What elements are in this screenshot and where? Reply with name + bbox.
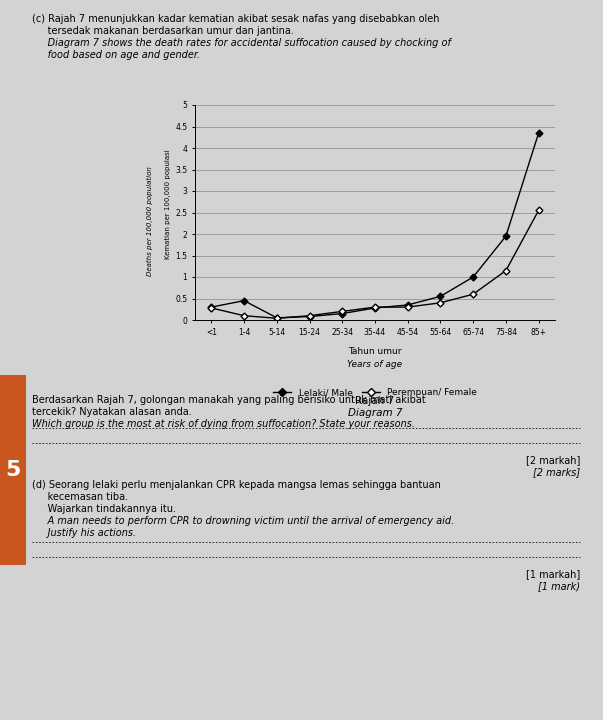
Text: Berdasarkan Rajah 7, golongan manakah yang paling berisiko untuk mati akibat: Berdasarkan Rajah 7, golongan manakah ya… (32, 395, 426, 405)
Legend: Lelaki/ Male, Perempuan/ Female: Lelaki/ Male, Perempuan/ Female (270, 384, 480, 401)
Perempuan/ Female (208, 304, 215, 312)
Perempuan/ Female (535, 206, 542, 215)
Lelaki/ Male (273, 313, 280, 322)
Lelaki/ Male (241, 297, 248, 305)
Text: food based on age and gender.: food based on age and gender. (32, 50, 200, 60)
Perempuan/ Female (339, 307, 346, 315)
Text: 5: 5 (5, 460, 21, 480)
Text: [1 mark): [1 mark) (538, 581, 580, 591)
Text: [2 marks]: [2 marks] (533, 467, 580, 477)
Text: (c) Rajah 7 menunjukkan kadar kematian akibat sesak nafas yang disebabkan oleh: (c) Rajah 7 menunjukkan kadar kematian a… (32, 14, 440, 24)
Perempuan/ Female (371, 303, 379, 312)
Text: A man needs to perform CPR to drowning victim until the arrival of emergency aid: A man needs to perform CPR to drowning v… (32, 516, 454, 526)
Text: [2 markah]: [2 markah] (526, 455, 580, 465)
Text: tercekik? Nyatakan alasan anda.: tercekik? Nyatakan alasan anda. (32, 407, 192, 417)
Text: [1 markah]: [1 markah] (526, 569, 580, 579)
Perempuan/ Female (470, 290, 477, 299)
Text: (d) Seorang lelaki perlu menjalankan CPR kepada mangsa lemas sehingga bantuan: (d) Seorang lelaki perlu menjalankan CPR… (32, 480, 441, 490)
Text: Diagram 7 shows the death rates for accidental suffocation caused by chocking of: Diagram 7 shows the death rates for acci… (32, 38, 451, 48)
Perempuan/ Female (404, 303, 411, 312)
Line: Lelaki/ Male: Lelaki/ Male (209, 130, 541, 320)
Lelaki/ Male (371, 304, 379, 312)
Perempuan/ Female (273, 314, 280, 323)
Text: kecemasan tiba.: kecemasan tiba. (32, 492, 128, 502)
Lelaki/ Male (470, 273, 477, 282)
Perempuan/ Female (306, 311, 313, 320)
Text: Deaths per 100,000 population: Deaths per 100,000 population (147, 166, 153, 276)
Text: Justify his actions.: Justify his actions. (32, 528, 136, 538)
Lelaki/ Male (404, 301, 411, 310)
Text: Wajarkan tindakannya itu.: Wajarkan tindakannya itu. (32, 504, 176, 514)
Text: Kematian per 100,000 populasi: Kematian per 100,000 populasi (165, 149, 171, 258)
Text: Years of age: Years of age (347, 359, 403, 369)
Lelaki/ Male (535, 129, 542, 138)
Text: Which group is the most at risk of dying from suffocation? State your reasons.: Which group is the most at risk of dying… (32, 419, 415, 429)
Line: Perempuan/ Female: Perempuan/ Female (209, 208, 541, 320)
Text: tersedak makanan berdasarkan umur dan jantina.: tersedak makanan berdasarkan umur dan ja… (32, 26, 294, 36)
Text: Tahun umur: Tahun umur (349, 347, 402, 356)
Bar (0, 375, 26, 565)
Lelaki/ Male (208, 303, 215, 312)
Lelaki/ Male (502, 232, 510, 240)
Text: Rajah 7: Rajah 7 (355, 395, 394, 405)
Lelaki/ Male (437, 292, 444, 301)
Text: Diagram 7: Diagram 7 (348, 408, 402, 418)
Lelaki/ Male (339, 309, 346, 318)
Lelaki/ Male (306, 312, 313, 321)
Perempuan/ Female (241, 311, 248, 320)
Perempuan/ Female (502, 266, 510, 275)
Perempuan/ Female (437, 299, 444, 307)
